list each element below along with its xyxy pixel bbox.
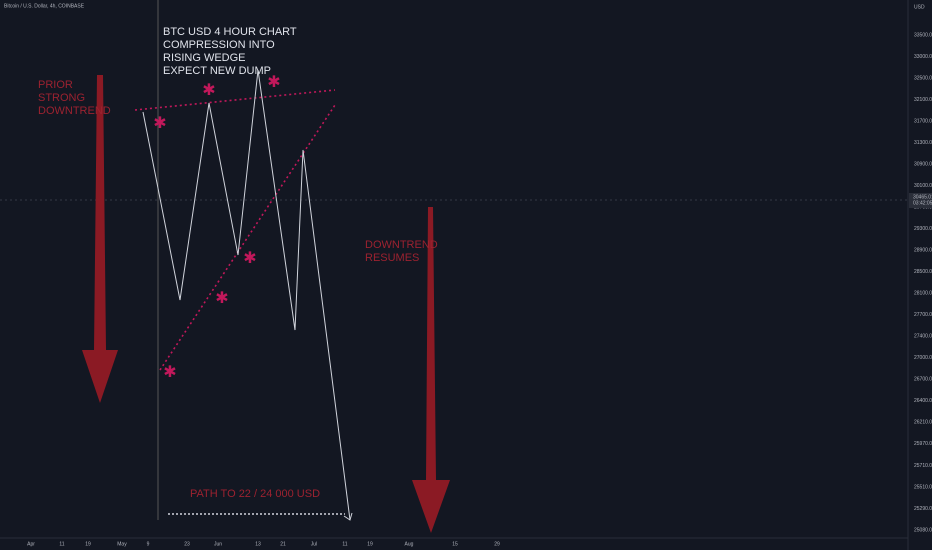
symbol: Bitcoin / U.S. Dollar, 4h, COINBASE bbox=[4, 3, 85, 9]
price-label: 27700.00 bbox=[914, 312, 932, 318]
price-label: 33500.00 bbox=[914, 32, 932, 38]
annotation-text: BTC USD 4 HOUR CHART bbox=[163, 26, 297, 38]
price-label: 25970.00 bbox=[914, 441, 932, 447]
time-label: Jun bbox=[214, 541, 222, 547]
down-arrow bbox=[82, 75, 118, 403]
price-label: 25510.00 bbox=[914, 484, 932, 490]
asterisk: ✱ bbox=[267, 74, 280, 91]
time-label: Apr bbox=[27, 541, 35, 547]
price-label: 31700.00 bbox=[914, 118, 932, 124]
price-label: 25290.00 bbox=[914, 506, 932, 512]
price-label: 32500.00 bbox=[914, 75, 932, 81]
time-label: Aug bbox=[405, 541, 414, 547]
annotation-text: DOWNTREND bbox=[365, 239, 438, 251]
time-label: 19 bbox=[85, 541, 91, 547]
projection-path bbox=[142, 69, 351, 521]
time-label: 11 bbox=[59, 541, 64, 547]
time-label: 11 bbox=[342, 541, 347, 547]
time-label: 21 bbox=[280, 541, 286, 547]
annotation-text: PRIOR bbox=[38, 79, 73, 91]
price-label: 25080.00 bbox=[914, 527, 932, 533]
time-axis: Apr 11 19 May 9 23 Jun 13 21 Jul 11 19 Aug 15 29 bbox=[27, 541, 500, 547]
time-label: 15 bbox=[452, 541, 458, 547]
annotation-text: RESUMES bbox=[365, 252, 419, 264]
price-axis: 33500.00 33000.00 32500.00 32100.00 31700.00… bbox=[909, 32, 932, 533]
price-label: 26400.00 bbox=[914, 398, 932, 404]
annotation-text: PATH TO 22 / 24 000 USD bbox=[190, 488, 320, 500]
currency: USD bbox=[914, 4, 925, 10]
price-label: 30100.00 bbox=[914, 183, 932, 189]
price-label: 33000.00 bbox=[914, 54, 932, 60]
time-label: Jul bbox=[311, 541, 317, 547]
time-label: 9 bbox=[147, 541, 150, 547]
annotation-text: DOWNTREND bbox=[38, 105, 111, 117]
price-label: 25710.00 bbox=[914, 463, 932, 469]
asterisk: ✱ bbox=[163, 364, 176, 381]
price-label: 32100.00 bbox=[914, 97, 932, 103]
time-label: 19 bbox=[367, 541, 373, 547]
price-label: 26700.00 bbox=[914, 377, 932, 383]
current-price-box bbox=[909, 193, 932, 208]
current-price: 03:42:05 bbox=[913, 200, 932, 206]
price-label: 27000.00 bbox=[914, 355, 932, 361]
markers: ✱ ✱ ✱ ✱ ✱ ✱ bbox=[153, 74, 280, 381]
price-label: 28100.00 bbox=[914, 291, 932, 297]
price-label: 28900.00 bbox=[914, 248, 932, 254]
price-label: 31300.00 bbox=[914, 140, 932, 146]
time-label: 29 bbox=[494, 541, 500, 547]
time-label: May bbox=[117, 541, 127, 547]
asterisk: ✱ bbox=[215, 290, 228, 307]
down-arrow bbox=[412, 207, 450, 533]
price-label: 26210.00 bbox=[914, 420, 932, 426]
current-price: 30465.01 bbox=[913, 194, 932, 200]
price-label: 30900.00 bbox=[914, 161, 932, 167]
price-label: 27400.00 bbox=[914, 334, 932, 340]
annotation-text: COMPRESSION INTO bbox=[163, 39, 275, 51]
asterisk: ✱ bbox=[243, 250, 256, 267]
asterisk: ✱ bbox=[202, 82, 215, 99]
time-label: 13 bbox=[255, 541, 261, 547]
annotation-text: STRONG bbox=[38, 92, 85, 104]
annotation-text: RISING WEDGE bbox=[163, 52, 246, 64]
annotation-text: EXPECT NEW DUMP bbox=[163, 65, 271, 77]
path-arrowhead bbox=[343, 512, 353, 521]
price-label: 29300.00 bbox=[914, 226, 932, 232]
wedge-top bbox=[134, 89, 336, 111]
price-label: 28500.00 bbox=[914, 269, 932, 275]
time-label: 23 bbox=[184, 541, 190, 547]
asterisk: ✱ bbox=[153, 115, 166, 132]
